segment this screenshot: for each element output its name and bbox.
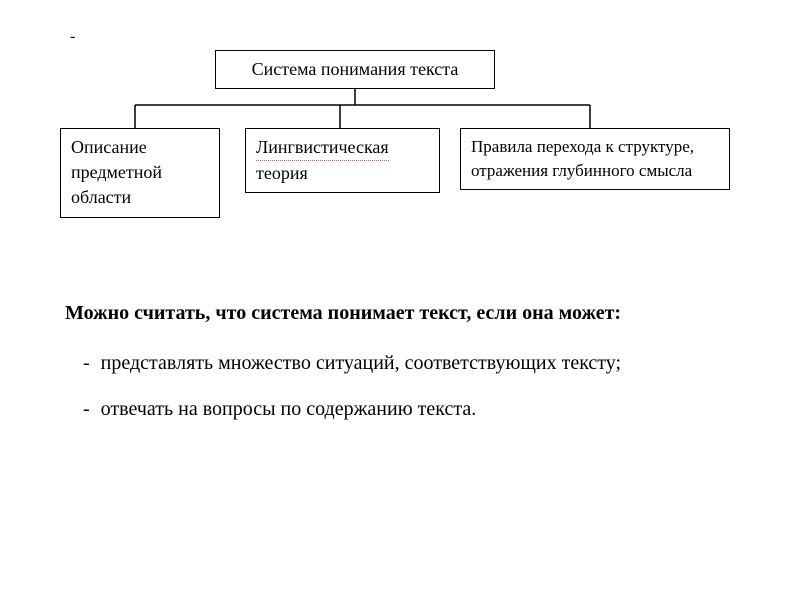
bullet-dash: - — [83, 352, 90, 374]
child-node-2: Лингвистическая теория — [245, 128, 440, 193]
child-node-3-label: Правила перехода к структуре, отражения … — [471, 137, 694, 180]
stray-dash: - — [70, 28, 75, 46]
bullet-2: - отвечать на вопросы по содержанию текс… — [65, 395, 735, 423]
root-node-label: Система понимания текста — [252, 59, 459, 79]
root-node: Система понимания текста — [215, 50, 495, 89]
bullet-dash: - — [83, 398, 90, 420]
child-node-1-label: Описание предметной области — [71, 137, 162, 207]
bullet-1: - представлять множество ситуаций, соотв… — [65, 349, 735, 377]
body-text: Можно считать, что система понимает текс… — [65, 300, 735, 441]
child-node-1: Описание предметной области — [60, 128, 220, 218]
bullet-1-text: представлять множество ситуаций, соответ… — [101, 352, 621, 374]
child-node-2-word2: теория — [256, 163, 308, 183]
hierarchy-diagram: Система понимания текста Описание предме… — [60, 50, 740, 250]
body-heading: Можно считать, что система понимает текс… — [65, 300, 735, 327]
child-node-3: Правила перехода к структуре, отражения … — [460, 128, 730, 190]
child-node-2-word1: Лингвистическая — [256, 135, 389, 161]
bullet-2-text: отвечать на вопросы по содержанию текста… — [101, 398, 477, 420]
